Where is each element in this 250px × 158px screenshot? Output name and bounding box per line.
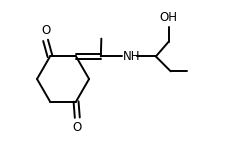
Text: NH: NH: [123, 50, 140, 63]
Text: O: O: [41, 24, 50, 37]
Text: OH: OH: [160, 11, 178, 24]
Text: O: O: [73, 121, 82, 134]
